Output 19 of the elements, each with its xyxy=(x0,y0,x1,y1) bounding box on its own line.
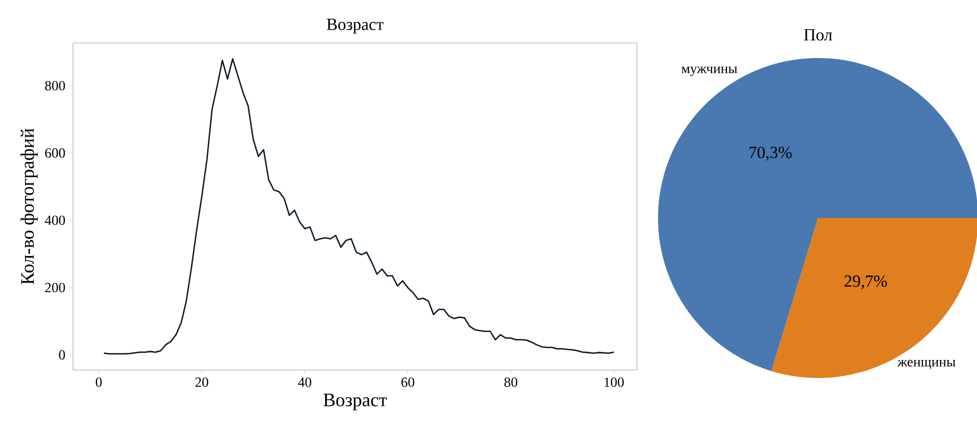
y-tick-label: 400 xyxy=(44,216,65,226)
chart-title: Возраст xyxy=(326,18,384,34)
y-tick-label: 600 xyxy=(45,148,65,158)
y-tick-label: 800 xyxy=(45,81,65,90)
data-label: 29,7% xyxy=(844,275,887,290)
slice-label: женщины xyxy=(898,360,956,370)
x-tick-label: 60 xyxy=(401,378,414,387)
data-label: 70,3% xyxy=(750,146,792,161)
slice-label: мужчины xyxy=(682,66,738,76)
x-tick-label: 0 xyxy=(96,378,102,387)
x-tick-label: 40 xyxy=(298,378,312,387)
y-tick-label: 200 xyxy=(45,282,65,292)
y-tick-label: 0 xyxy=(59,350,65,360)
x-tick-label: 80 xyxy=(504,378,518,387)
y-axis-title: Кол-во фотографий xyxy=(20,128,38,284)
chart-title: Пол xyxy=(804,29,832,41)
x-tick-label: 20 xyxy=(195,378,208,387)
x-axis-title: Возраст xyxy=(323,394,387,410)
x-tick-label: 100 xyxy=(604,378,624,387)
